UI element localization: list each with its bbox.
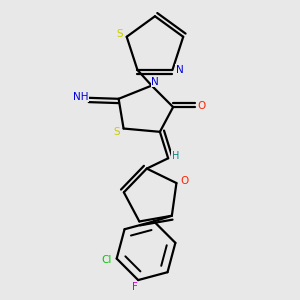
- Text: NH: NH: [73, 92, 88, 102]
- Text: N: N: [151, 76, 159, 87]
- Text: H: H: [172, 151, 179, 160]
- Text: O: O: [197, 101, 205, 111]
- Text: O: O: [181, 176, 189, 186]
- Text: F: F: [132, 282, 138, 292]
- Text: Cl: Cl: [102, 255, 112, 265]
- Text: N: N: [176, 65, 184, 75]
- Text: S: S: [114, 128, 120, 137]
- Text: S: S: [116, 29, 123, 39]
